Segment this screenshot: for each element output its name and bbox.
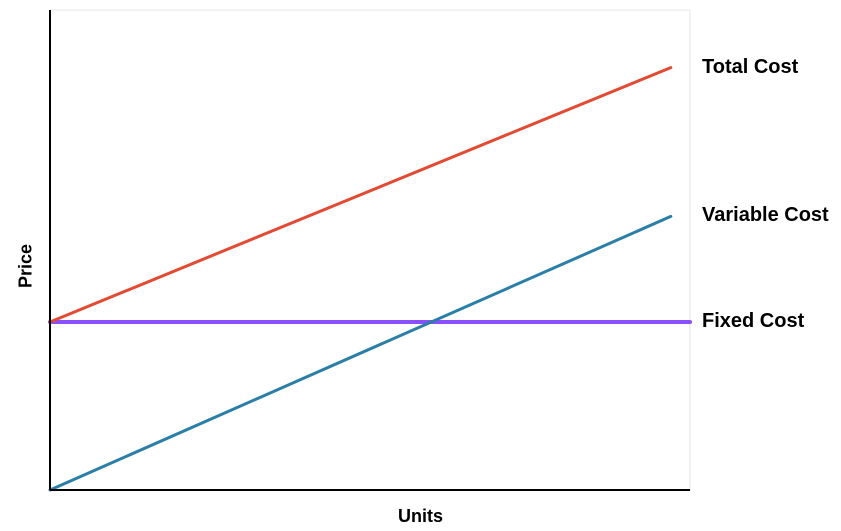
series-label-variable: Variable Cost	[702, 204, 829, 227]
series-line-total	[50, 68, 671, 322]
y-axis-label: Price	[16, 243, 37, 287]
series-label-total: Total Cost	[702, 56, 798, 79]
series-line-variable	[50, 216, 671, 490]
series-label-fixed: Fixed Cost	[702, 310, 804, 333]
chart-canvas	[0, 0, 841, 531]
cost-chart: Price Units Fixed Cost Variable Cost Total…	[0, 0, 841, 531]
x-axis-label: Units	[398, 506, 443, 527]
